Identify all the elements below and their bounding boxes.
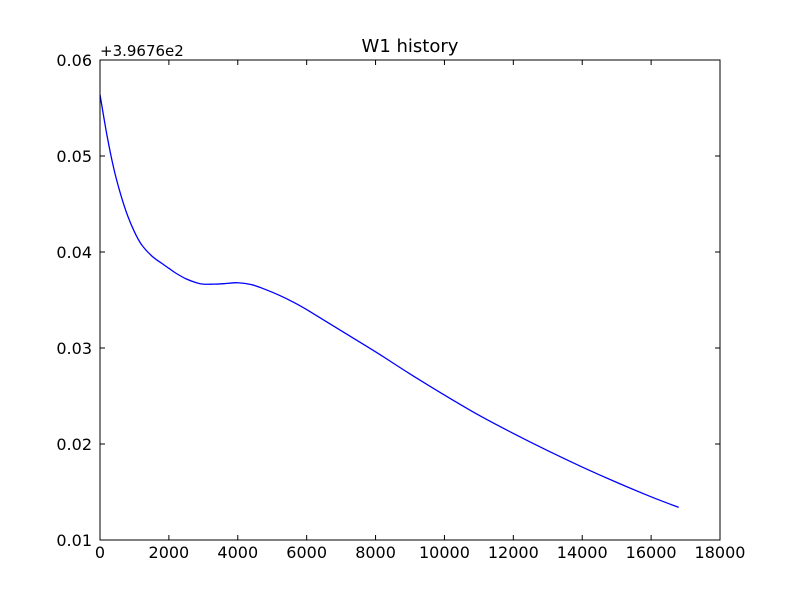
y-tick-label: 0.03 [56, 339, 92, 358]
y-tick-label: 0.01 [56, 531, 92, 550]
x-tick-label: 14000 [557, 543, 608, 562]
x-tick-label: 18000 [695, 543, 746, 562]
y-tick-label: 0.04 [56, 243, 92, 262]
ticks-layer: 0 2000 4000 6000 8000 10000 12000 14000 16000 180… [56, 51, 745, 562]
plot-frame [99, 59, 721, 541]
x-tick-label: 6000 [286, 543, 327, 562]
y-offset-label: +3.9676e2 [100, 42, 184, 60]
series-line [99, 94, 679, 508]
series-layer [99, 94, 679, 508]
x-tick-label: 0 [95, 543, 105, 562]
x-tick-label: 8000 [355, 543, 396, 562]
y-tick-label: 0.05 [56, 147, 92, 166]
x-tick-label: 16000 [626, 543, 677, 562]
x-tick-label: 10000 [419, 543, 470, 562]
x-tick-label: 4000 [217, 543, 258, 562]
x-tick-label: 12000 [488, 543, 539, 562]
y-tick-label: 0.06 [56, 51, 92, 70]
x-tick-label: 2000 [149, 543, 190, 562]
y-tick-label: 0.02 [56, 435, 92, 454]
chart-title: W1 history [362, 36, 459, 57]
